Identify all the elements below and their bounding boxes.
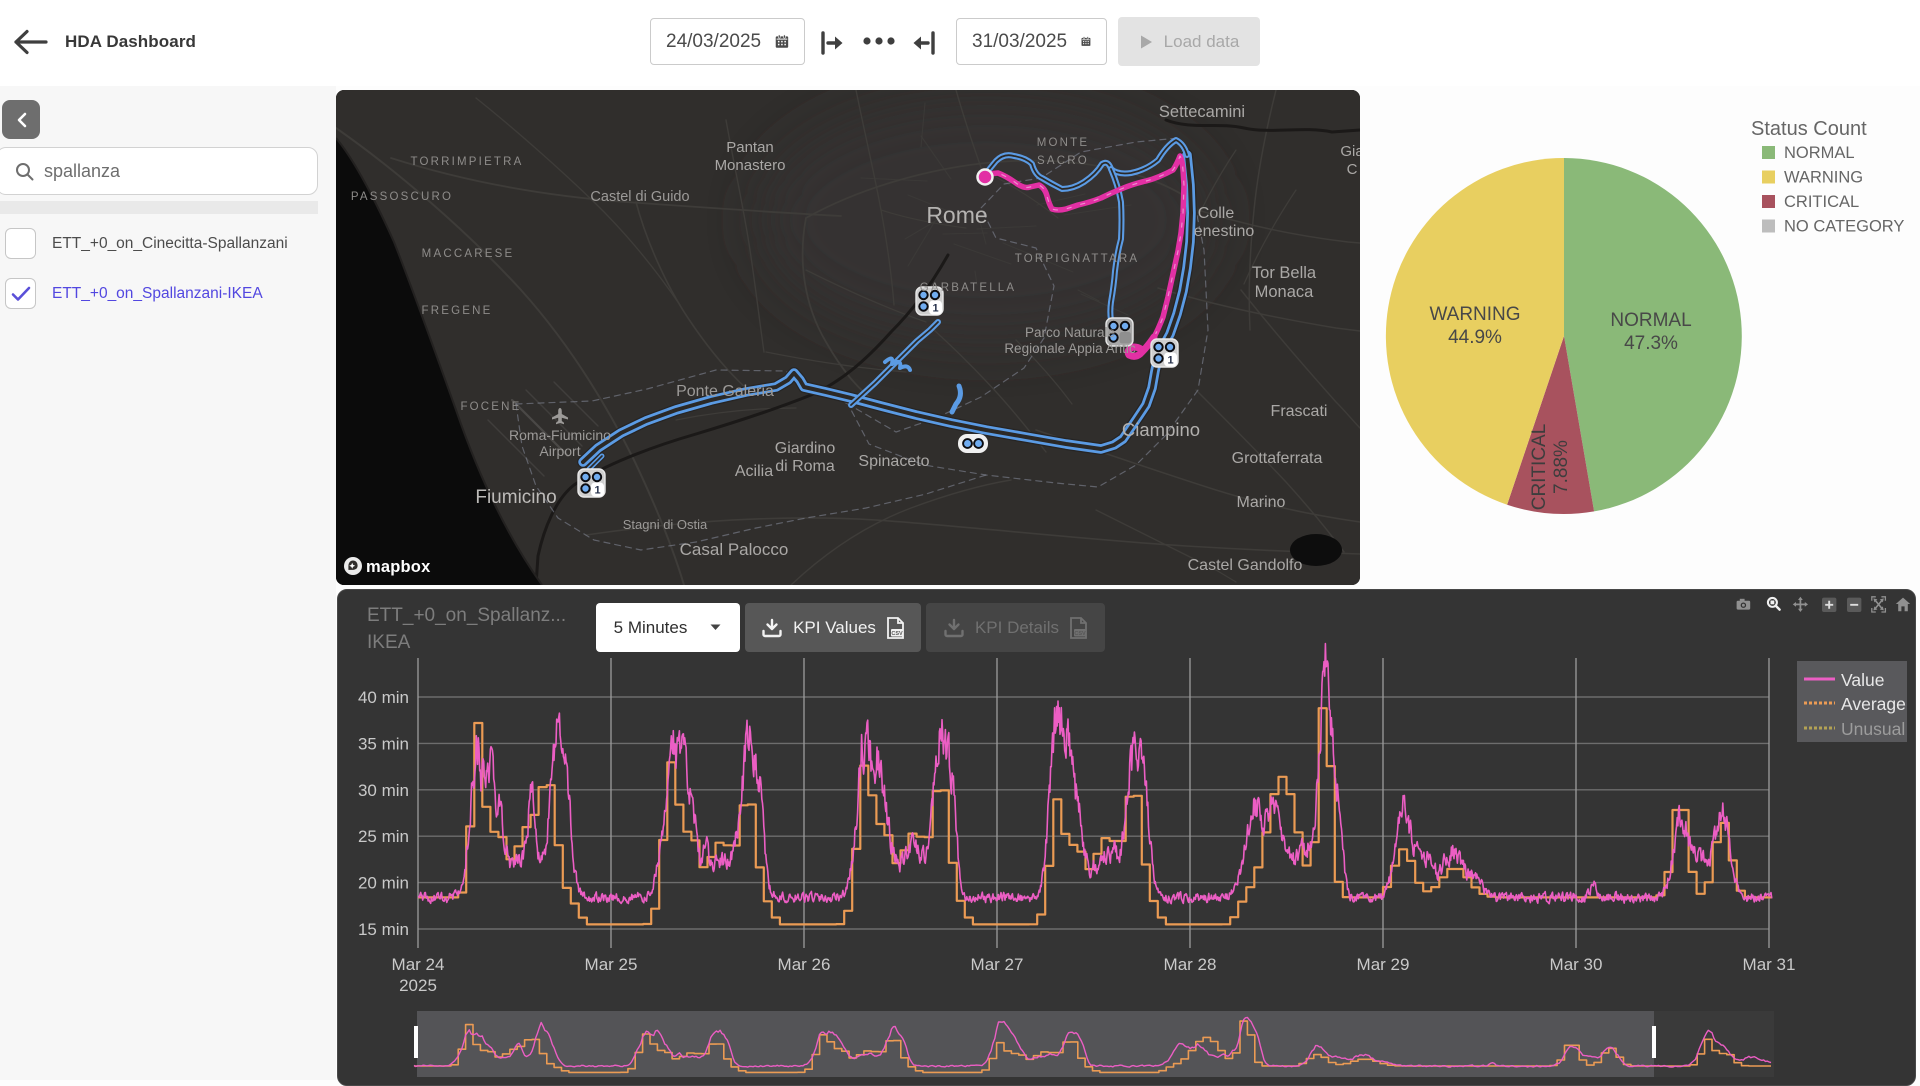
svg-text:30 min: 30 min (358, 781, 409, 800)
svg-text:CSV: CSV (1074, 630, 1086, 636)
svg-text:Fiumicino: Fiumicino (475, 487, 556, 508)
svg-text:mapbox: mapbox (366, 558, 431, 576)
svg-text:25 min: 25 min (358, 827, 409, 846)
svg-text:Settecamini: Settecamini (1159, 103, 1245, 121)
svg-text:WARNING: WARNING (1784, 169, 1863, 187)
svg-text:Grottaferrata: Grottaferrata (1232, 450, 1323, 467)
svg-text:Monastero: Monastero (715, 157, 786, 174)
svg-text:Marino: Marino (1237, 494, 1286, 511)
svg-text:Casal Palocco: Casal Palocco (680, 540, 789, 559)
svg-text:CSV: CSV (891, 630, 903, 636)
svg-text:1: 1 (594, 485, 600, 497)
svg-text:Parco Naturale: Parco Naturale (1025, 325, 1115, 340)
svg-text:Mar 27: Mar 27 (971, 955, 1024, 974)
svg-text:Regionale Appia Antic: Regionale Appia Antic (1004, 341, 1136, 356)
svg-text:Mar 29: Mar 29 (1357, 955, 1410, 974)
svg-text:Colle: Colle (1198, 205, 1235, 222)
svg-text:Frascati: Frascati (1271, 403, 1328, 420)
svg-text:WARNING: WARNING (1429, 304, 1520, 325)
svg-text:20 min: 20 min (358, 874, 409, 893)
svg-text:2025: 2025 (399, 976, 437, 995)
svg-text:CRITICAL: CRITICAL (1784, 193, 1859, 211)
svg-text:Castel di Guido: Castel di Guido (590, 189, 689, 205)
svg-text:C: C (1347, 161, 1358, 178)
svg-text:TORPIGNATTARA: TORPIGNATTARA (1015, 253, 1139, 265)
svg-text:Mar 24: Mar 24 (392, 955, 445, 974)
svg-text:Mar 31: Mar 31 (1743, 955, 1796, 974)
svg-text:MONTE: MONTE (1037, 137, 1090, 149)
svg-text:7.88%: 7.88% (1551, 440, 1572, 494)
svg-text:SACRO: SACRO (1037, 155, 1089, 167)
svg-text:Rome: Rome (926, 202, 987, 228)
svg-text:CRITICAL: CRITICAL (1529, 424, 1550, 511)
svg-text:Stagni di Ostia: Stagni di Ostia (623, 517, 708, 532)
svg-text:NORMAL: NORMAL (1784, 144, 1855, 162)
svg-text:MACCARESE: MACCARESE (422, 248, 515, 260)
svg-text:Gia: Gia (1340, 143, 1360, 160)
svg-text:Value: Value (1841, 670, 1884, 690)
svg-text:enestino: enestino (1194, 223, 1255, 240)
svg-text:NORMAL: NORMAL (1610, 310, 1691, 331)
svg-text:TORRIMPIETRA: TORRIMPIETRA (410, 156, 523, 168)
svg-text:Ciampino: Ciampino (1122, 419, 1200, 440)
svg-text:Airport: Airport (539, 443, 580, 459)
svg-text:Mar 25: Mar 25 (585, 955, 638, 974)
svg-text:Mar 30: Mar 30 (1550, 955, 1603, 974)
svg-text:PASSOSCURO: PASSOSCURO (351, 191, 453, 203)
svg-text:Status Count: Status Count (1751, 118, 1867, 140)
svg-text:Mar 26: Mar 26 (778, 955, 831, 974)
svg-text:FREGENE: FREGENE (422, 305, 493, 317)
svg-text:Castel Gandolfo: Castel Gandolfo (1188, 557, 1303, 574)
svg-text:Spinaceto: Spinaceto (858, 453, 929, 470)
svg-text:NO CATEGORY: NO CATEGORY (1784, 218, 1904, 236)
svg-text:47.3%: 47.3% (1624, 333, 1678, 354)
svg-text:Tor Bella: Tor Bella (1252, 264, 1317, 282)
svg-text:40 min: 40 min (358, 688, 409, 707)
svg-text:35 min: 35 min (358, 734, 409, 753)
svg-text:1: 1 (932, 303, 938, 315)
svg-text:Roma-Fiumicino: Roma-Fiumicino (509, 427, 611, 443)
svg-text:Giardino: Giardino (775, 440, 836, 457)
svg-text:FOCENE: FOCENE (460, 401, 521, 413)
svg-text:Unusual: Unusual (1841, 719, 1905, 739)
svg-text:Acilia: Acilia (735, 463, 773, 480)
svg-text:Mar 28: Mar 28 (1164, 955, 1217, 974)
svg-text:44.9%: 44.9% (1448, 327, 1502, 348)
svg-text:di Roma: di Roma (775, 458, 835, 475)
svg-text:15 min: 15 min (358, 920, 409, 939)
svg-text:Monaca: Monaca (1255, 283, 1315, 301)
svg-text:1: 1 (1167, 355, 1173, 367)
svg-text:Ponte Galeria: Ponte Galeria (676, 383, 774, 400)
svg-text:Pantan: Pantan (726, 139, 774, 156)
svg-text:GARBATELLA: GARBATELLA (920, 282, 1017, 294)
svg-text:Average: Average (1841, 694, 1906, 714)
